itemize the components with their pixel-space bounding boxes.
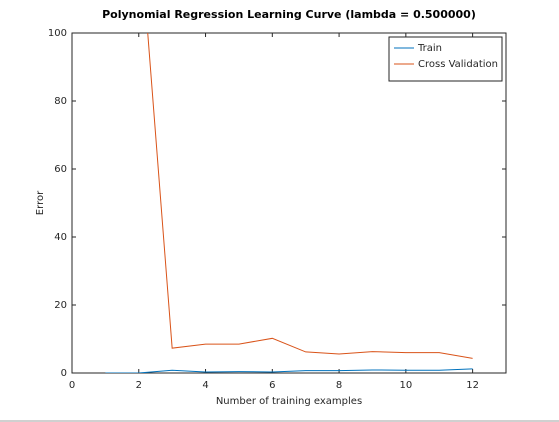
x-tick-label: 2 [136,380,142,391]
x-tick-label: 0 [69,380,75,391]
y-axis-label: Error [35,190,46,215]
y-tick-label: 100 [48,28,67,39]
y-tick-label: 0 [61,368,67,379]
plot-lines [105,33,473,373]
legend-box [388,36,503,82]
series-line [105,368,473,373]
plot-area [71,32,507,374]
x-tick-label: 4 [202,380,208,391]
y-tick-label: 60 [54,164,67,175]
window-strip [0,420,559,422]
x-axis-label: Number of training examples [216,396,362,407]
x-tick-label: 6 [269,380,275,391]
legend-label: Cross Validation [418,59,498,70]
x-tick-label: 12 [466,380,479,391]
series-line [147,33,473,359]
legend-label: Train [417,43,442,54]
chart-title: Polynomial Regression Learning Curve (la… [102,8,476,21]
x-tick-label: 8 [336,380,342,391]
x-tick-label: 10 [399,380,412,391]
y-tick-label: 40 [54,232,67,243]
y-tick-label: 20 [54,300,67,311]
y-tick-label: 80 [54,96,67,107]
